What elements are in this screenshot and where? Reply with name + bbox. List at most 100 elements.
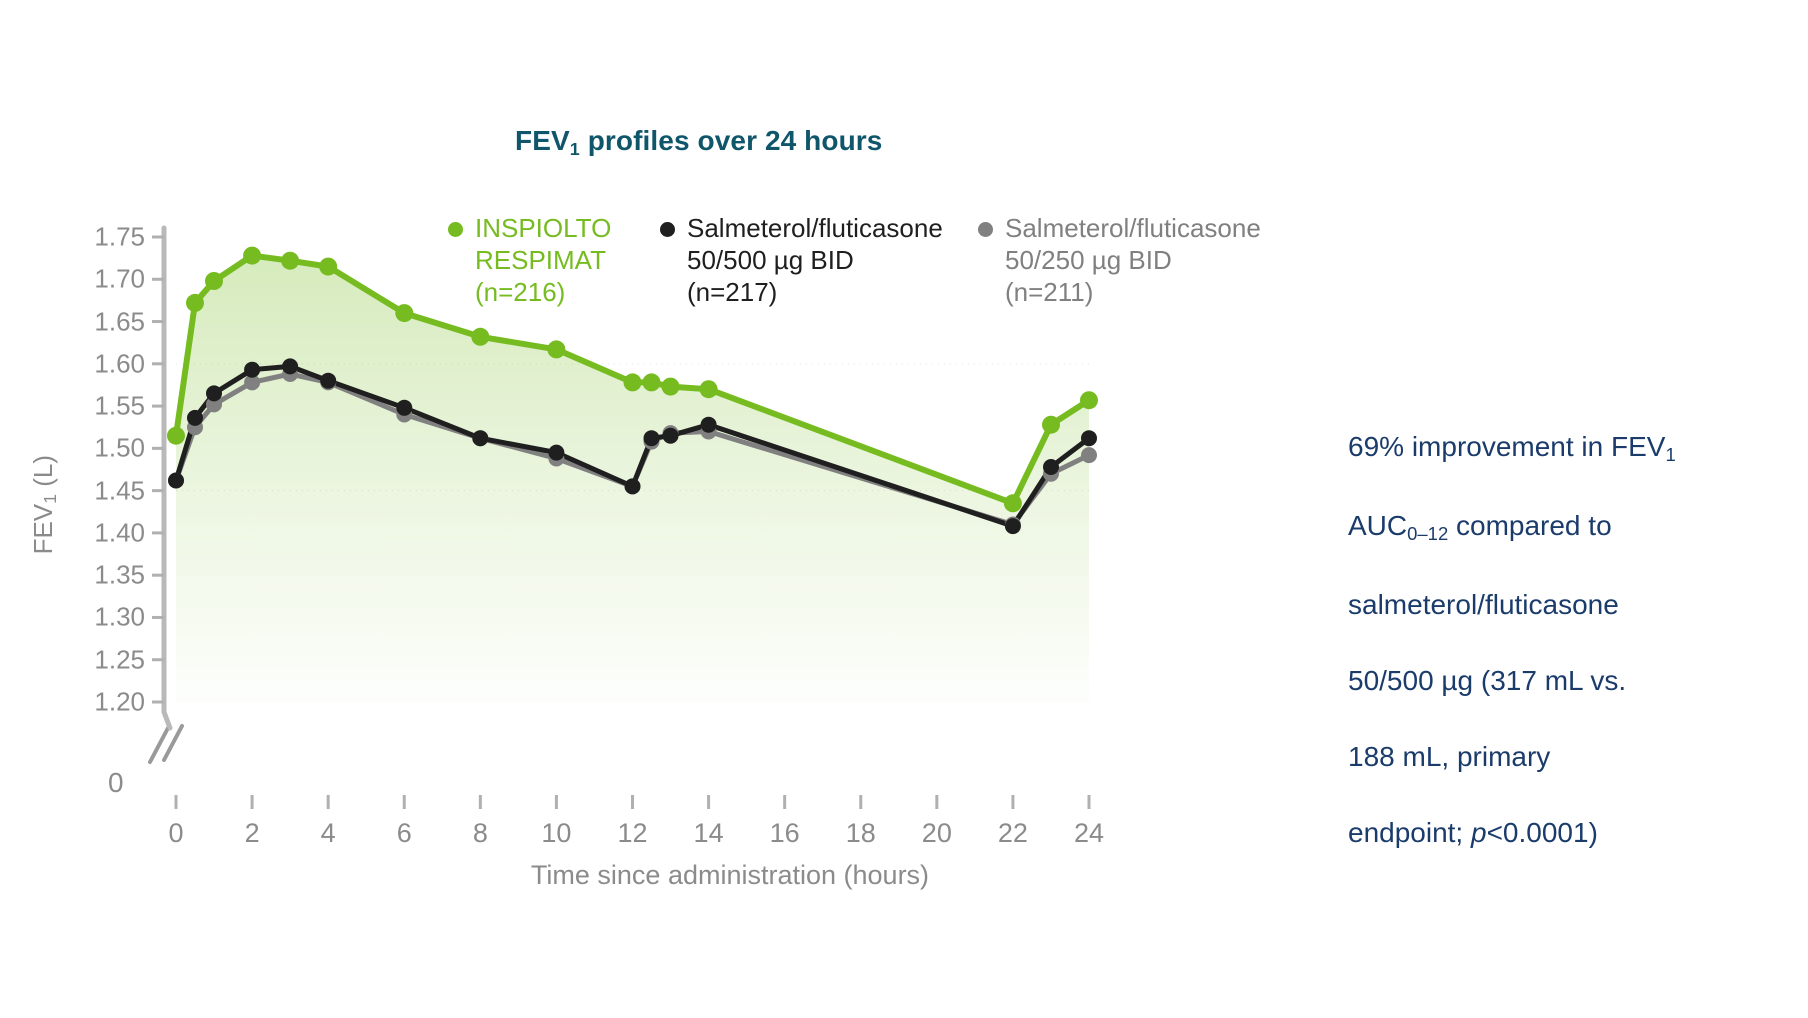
annotation-line-5: 188 mL, primary — [1348, 741, 1551, 772]
y-axis-tick-label: 1.55 — [94, 390, 145, 421]
axis-ticks — [152, 235, 1091, 809]
series-data-point[interactable] — [471, 327, 490, 346]
series-data-point[interactable] — [244, 361, 261, 378]
y-axis-tick-label: 1.70 — [94, 263, 145, 294]
chart-title-subscript: 1 — [569, 139, 580, 159]
x-axis-tick-label: 24 — [1073, 818, 1105, 848]
annotation-line-6b: <0.0001) — [1486, 817, 1598, 848]
legend-label: Salmeterol/fluticasone 50/250 µg BID (n=… — [1005, 213, 1261, 307]
y-axis-break-connector — [161, 709, 173, 731]
annotation-p-value-italic: p — [1471, 817, 1487, 848]
axis-lines — [148, 225, 1304, 787]
x-axis-tick-label: 20 — [921, 818, 952, 848]
y-axis-tick-label: 1.45 — [94, 475, 145, 506]
annotation-line-3: salmeterol/fluticasone — [1348, 589, 1619, 620]
y-axis-break-slash — [162, 724, 184, 762]
data-series-lines — [173, 252, 1092, 529]
y-axis-tick-label: 1.30 — [94, 601, 145, 632]
series-data-point[interactable] — [282, 358, 299, 375]
series-data-point[interactable] — [205, 272, 223, 290]
series-data-point[interactable] — [1080, 391, 1098, 410]
series-data-point[interactable] — [623, 373, 642, 392]
series-data-point[interactable] — [320, 372, 337, 389]
series-data-point[interactable] — [700, 416, 717, 433]
series-data-point[interactable] — [187, 409, 203, 426]
x-axis-tick-label: 4 — [320, 818, 336, 848]
series-data-point[interactable] — [186, 293, 204, 312]
series-line — [173, 252, 1092, 507]
y-axis-tick-label: 1.50 — [94, 432, 145, 463]
legend-marker-circle-icon — [660, 222, 675, 237]
series-data-point[interactable] — [1003, 494, 1022, 513]
series-data-point[interactable] — [1081, 430, 1097, 447]
annotation-line-2a: AUC — [1348, 510, 1408, 541]
series-data-point[interactable] — [243, 246, 262, 265]
legend-marker-circle-icon — [978, 222, 993, 237]
annotation-sub-1: 1 — [1665, 444, 1676, 465]
series-data-point[interactable] — [1042, 415, 1060, 434]
series-data-point[interactable] — [643, 430, 660, 447]
series-data-point[interactable] — [662, 427, 679, 444]
chart-title-prefix: FEV — [515, 125, 570, 156]
series-data-point[interactable] — [319, 257, 338, 276]
legend-marker-circle-icon — [448, 222, 463, 237]
series-data-point[interactable] — [1004, 518, 1021, 535]
series-data-point[interactable] — [396, 399, 413, 416]
series-data-point[interactable] — [661, 377, 680, 396]
x-axis-tick-label: 22 — [997, 818, 1028, 848]
series-data-point[interactable] — [244, 374, 261, 391]
legend-item-salmeterol-fluticasone-50-250[interactable]: Salmeterol/fluticasone 50/250 µg BID (n=… — [978, 212, 1298, 308]
plot-area: 1.20 1.25 1.30 1.35 1.40 1.45 1.50 1.55 1.60 1.65… — [28, 221, 1304, 890]
x-axis-tick-label: 10 — [541, 818, 572, 848]
annotation-sub-2: 0–12 — [1407, 523, 1449, 544]
x-axis-tick-label: 2 — [244, 818, 260, 848]
x-axis-tick-label: 0 — [168, 818, 184, 848]
line-chart-svg — [148, 225, 1304, 809]
x-axis-tick-label: 16 — [769, 818, 800, 848]
x-axis-tick-label: 12 — [617, 818, 648, 848]
y-axis-tick-label: 1.40 — [94, 517, 145, 548]
series-data-point[interactable] — [547, 340, 566, 359]
series-line — [173, 363, 1092, 529]
y-axis-title: FEV1 (L) — [28, 455, 60, 555]
y-axis-tick-label: 1.35 — [94, 559, 145, 590]
series-data-point[interactable] — [642, 373, 661, 392]
y-axis-tick-label: 1.60 — [94, 348, 145, 379]
annotation-line-4: 50/500 µg (317 mL vs. — [1348, 665, 1627, 696]
y-axis-break-slash — [148, 726, 170, 764]
series-data-point[interactable] — [395, 304, 414, 323]
x-axis-title: Time since administration (hours) — [530, 860, 930, 890]
series-data-point[interactable] — [206, 385, 222, 402]
legend-item-inspiolto-respimat[interactable]: INSPIOLTO RESPIMAT (n=216) — [448, 212, 660, 308]
data-series-points — [167, 246, 1098, 535]
x-axis-tick-label: 14 — [693, 818, 724, 848]
chart-legend: INSPIOLTO RESPIMAT (n=216) Salmeterol/fl… — [448, 212, 1298, 308]
legend-label: Salmeterol/fluticasone 50/500 µg BID (n=… — [687, 213, 943, 307]
annotation-line-1: 69% improvement in FEV — [1348, 431, 1666, 462]
series-data-point[interactable] — [699, 380, 718, 399]
series-data-point[interactable] — [1043, 459, 1059, 475]
chart-title: FEV1 profiles over 24 hours — [515, 125, 883, 159]
y-axis-tick-label: 1.65 — [94, 306, 145, 337]
series-data-point[interactable] — [167, 426, 185, 445]
y-axis-tick-label: 1.20 — [94, 686, 145, 717]
annotation-line-6a: endpoint; — [1348, 817, 1471, 848]
y-axis-tick-label: 1.25 — [94, 644, 145, 675]
x-axis-tick-label: 8 — [472, 818, 488, 848]
chart-title-suffix: profiles over 24 hours — [579, 125, 883, 156]
x-axis-tick-label: 18 — [845, 818, 876, 848]
series-data-point[interactable] — [472, 430, 489, 447]
legend-item-salmeterol-fluticasone-50-500[interactable]: Salmeterol/fluticasone 50/500 µg BID (n=… — [660, 212, 978, 308]
series-data-point[interactable] — [168, 472, 184, 489]
legend-label: INSPIOLTO RESPIMAT (n=216) — [475, 213, 612, 307]
series-data-point[interactable] — [281, 251, 300, 270]
y-axis-origin-label: 0 — [108, 767, 124, 798]
series-data-point[interactable] — [1081, 447, 1097, 464]
series-data-point[interactable] — [206, 396, 222, 413]
annotation-line-2b: compared to — [1448, 510, 1612, 541]
side-annotation: 69% improvement in FEV1 AUC0–12 compared… — [1348, 390, 1778, 852]
series-data-point[interactable] — [624, 478, 641, 495]
series-data-point[interactable] — [548, 444, 565, 461]
y-axis-tick-label: 1.75 — [94, 221, 145, 252]
